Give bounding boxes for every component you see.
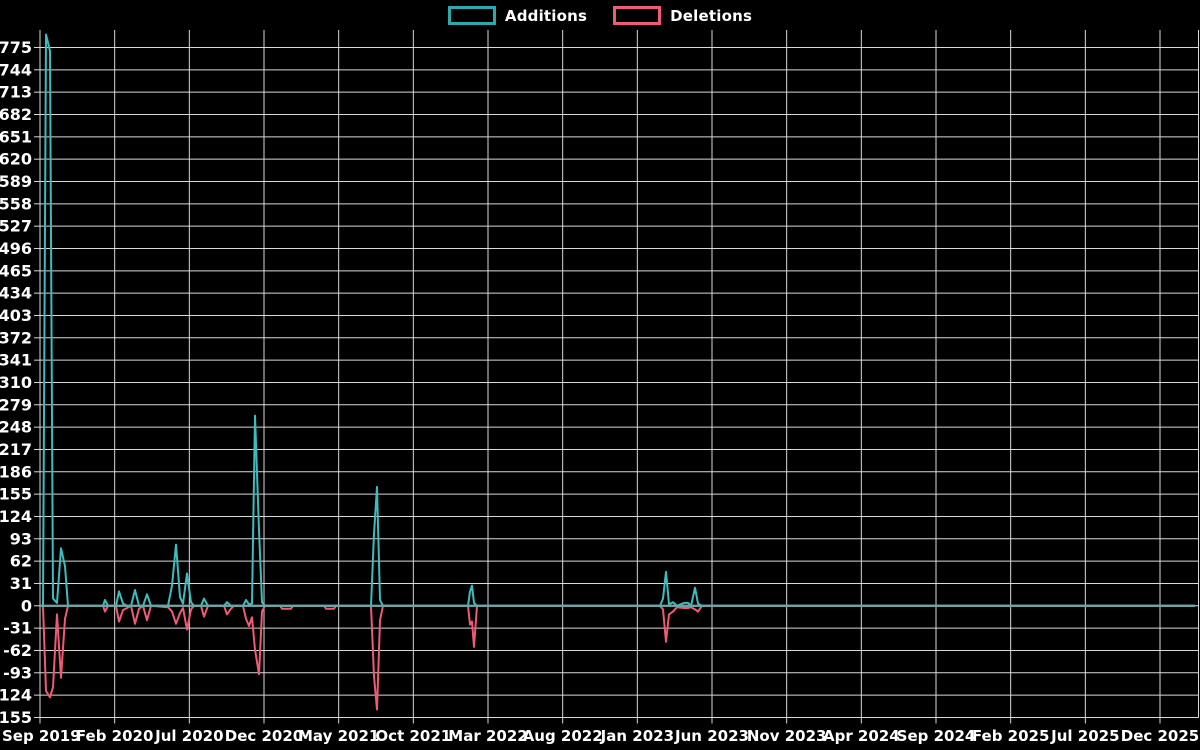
y-tick-label: 279: [0, 395, 32, 414]
deletions-line: [40, 604, 1195, 711]
x-tick-label: May 2021: [298, 727, 379, 745]
legend-item-additions[interactable]: Additions: [447, 6, 588, 25]
y-tick-label: 93: [10, 529, 32, 548]
y-tick-label: -124: [0, 686, 32, 705]
y-tick-label: -31: [3, 619, 32, 638]
additions-line: [40, 33, 1195, 607]
y-tick-label: 0: [21, 596, 32, 615]
y-tick-label: -62: [3, 641, 32, 660]
y-tick-label: 186: [0, 462, 32, 481]
y-tick-label: 62: [10, 552, 32, 571]
y-tick-label: 310: [0, 373, 32, 392]
y-tick-label: 744: [0, 60, 32, 79]
legend-label-additions: Additions: [504, 6, 588, 25]
x-tick-label: Jul 2020: [154, 727, 223, 745]
y-tick-label: 155: [0, 485, 32, 504]
x-tick-label: Apr 2024: [823, 727, 900, 745]
x-tick-label: Feb 2025: [972, 727, 1050, 745]
deletions-swatch-icon: [613, 6, 662, 25]
x-tick-label: Dec 2020: [225, 727, 304, 745]
x-tick-label: Sep 2019: [2, 727, 81, 745]
y-tick-label: 496: [0, 239, 32, 258]
legend-item-deletions[interactable]: Deletions: [613, 6, 752, 25]
x-tick-label: Dec 2025: [1121, 727, 1200, 745]
y-tick-label: 620: [0, 150, 32, 169]
y-tick-label: 248: [0, 418, 32, 437]
y-tick-label: 372: [0, 328, 32, 347]
y-tick-label: 682: [0, 105, 32, 124]
y-tick-label: 527: [0, 217, 32, 236]
y-tick-label: 589: [0, 172, 32, 191]
y-tick-label: 341: [0, 351, 32, 370]
y-tick-label: 775: [0, 38, 32, 57]
x-tick-label: Jun 2023: [674, 727, 749, 745]
x-tick-label: Oct 2021: [375, 727, 451, 745]
y-tick-label: 31: [10, 574, 32, 593]
chart-legend: Additions Deletions: [0, 6, 1200, 25]
x-tick-label: Nov 2023: [747, 727, 827, 745]
x-tick-label: Jul 2025: [1050, 727, 1119, 745]
y-tick-label: 124: [0, 507, 32, 526]
y-tick-label: 713: [0, 83, 32, 102]
additions-swatch-icon: [447, 6, 496, 25]
legend-label-deletions: Deletions: [670, 6, 753, 25]
y-tick-label: 651: [0, 127, 32, 146]
x-tick-label: Mar 2022: [448, 727, 527, 745]
y-tick-label: 465: [0, 261, 32, 280]
x-tick-label: Jan 2023: [600, 727, 674, 745]
y-tick-label: -93: [3, 663, 32, 682]
y-tick-label: 434: [0, 284, 32, 303]
y-tick-label: 403: [0, 306, 32, 325]
x-tick-label: Sep 2024: [897, 727, 976, 745]
x-tick-label: Aug 2022: [523, 727, 603, 745]
y-tick-label: 217: [0, 440, 32, 459]
x-tick-label: Feb 2020: [76, 727, 154, 745]
y-tick-label: -155: [0, 708, 32, 727]
y-tick-label: 558: [0, 194, 32, 213]
